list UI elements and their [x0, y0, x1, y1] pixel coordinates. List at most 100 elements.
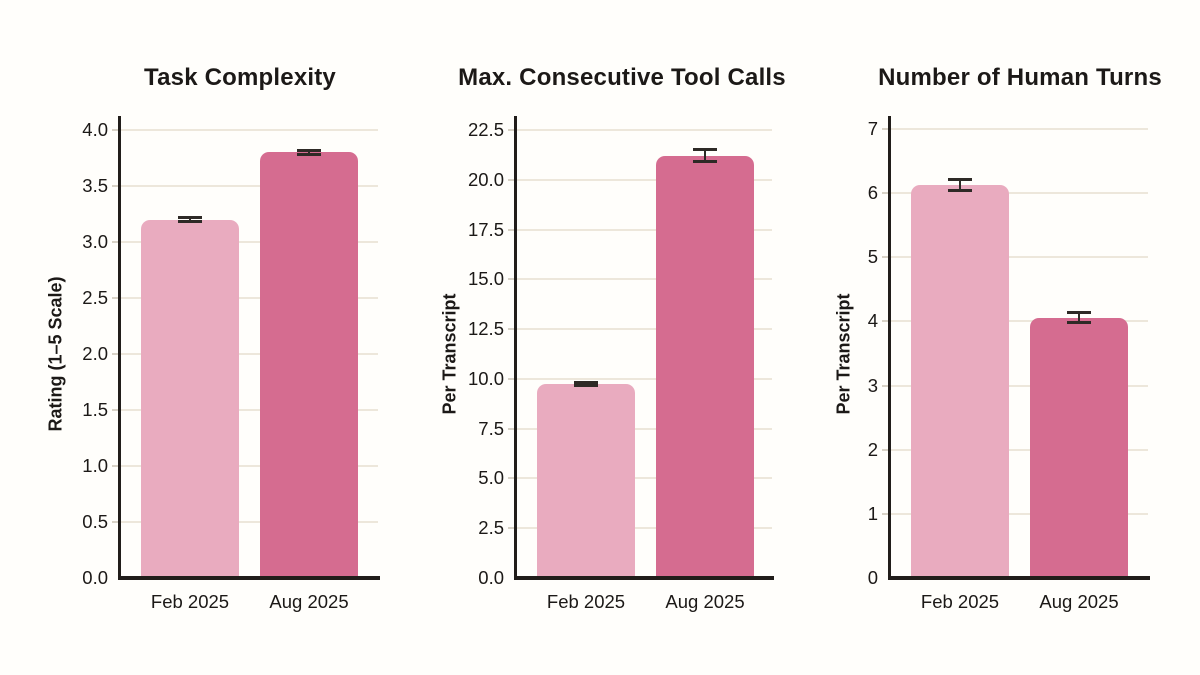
y-axis-line [118, 116, 121, 580]
chart-title-number-of-human-turns: Number of Human Turns [878, 64, 1162, 91]
gridline [120, 241, 378, 243]
y-axis-line [888, 116, 891, 580]
y-tick [882, 512, 890, 515]
y-tick-label: 2.5 [478, 517, 504, 539]
gridline [890, 128, 1148, 130]
x-axis-line [888, 576, 1150, 580]
y-tick [882, 192, 890, 195]
x-axis-line [514, 576, 774, 580]
gridline [516, 278, 772, 281]
chart-title-task-complexity: Task Complexity [144, 64, 336, 91]
y-axis-line [514, 116, 517, 580]
y-tick-label: 2.0 [82, 343, 108, 364]
gridline [890, 448, 1148, 451]
y-tick-label: 0.0 [82, 567, 108, 588]
gridline [516, 328, 772, 331]
y-tick-label: 3.5 [82, 175, 108, 196]
y-tick [112, 465, 120, 467]
gridline [516, 228, 772, 231]
error-bar [1078, 312, 1080, 323]
error-bar-cap-top [1067, 310, 1091, 314]
error-bar [959, 179, 961, 191]
gridline [516, 377, 772, 380]
y-tick-label: 0.5 [82, 511, 108, 532]
gridline [516, 477, 772, 480]
y-tick [508, 278, 516, 281]
y-tick [882, 320, 890, 323]
y-tick [508, 527, 516, 530]
error-bar-cap-bottom [178, 220, 202, 224]
error-bar-cap-top [297, 148, 321, 152]
error-bar-cap-bottom [693, 160, 717, 164]
gridline [516, 527, 772, 530]
y-tick [112, 297, 120, 299]
y-tick [508, 477, 516, 480]
error-bar-cap-top [178, 215, 202, 219]
y-tick-label: 0.0 [478, 567, 504, 588]
y-tick [112, 185, 120, 187]
y-tick-label: 3.0 [82, 231, 108, 252]
y-tick-label: 1.5 [82, 399, 108, 420]
error-bar [585, 382, 587, 386]
y-tick-label: 20.0 [467, 168, 504, 190]
y-tick-label: 12.5 [467, 318, 504, 340]
gridline [120, 465, 378, 467]
gridline [516, 427, 772, 430]
y-axis-label-per-transcript: Per Transcript [439, 293, 460, 415]
y-tick-label: 4.0 [82, 119, 108, 140]
y-tick-label: 10.0 [467, 367, 504, 389]
y-tick-label: 0 [867, 567, 878, 588]
error-bar [189, 217, 191, 222]
y-tick [508, 427, 516, 430]
bar-aug-2025 [260, 152, 358, 578]
error-bar [308, 150, 310, 155]
error-bar-cap-top [693, 148, 717, 152]
gridline [120, 297, 378, 299]
gridline [120, 521, 378, 523]
bar-feb-2025 [537, 383, 635, 578]
y-tick-label: 3 [867, 374, 878, 396]
chart-title-max-consecutive-tool-calls: Max. Consecutive Tool Calls [458, 64, 786, 91]
gridline [890, 320, 1148, 323]
y-tick-label: 5 [867, 246, 878, 268]
y-tick [112, 241, 120, 243]
gridline [890, 256, 1148, 259]
x-tick-label-feb-2025: Feb 2025 [150, 591, 230, 612]
y-tick-label: 1 [867, 502, 878, 524]
error-bar-cap-bottom [948, 189, 972, 193]
y-tick [508, 129, 516, 131]
bar-aug-2025 [1030, 317, 1128, 578]
y-tick [882, 448, 890, 451]
y-tick-label: 22.5 [467, 119, 504, 140]
error-bar-cap-bottom [297, 153, 321, 157]
x-tick-label-aug-2025: Aug 2025 [1039, 591, 1119, 612]
bar-aug-2025 [656, 155, 754, 578]
y-tick-label: 1.0 [82, 455, 108, 476]
y-tick [112, 129, 120, 131]
y-tick [882, 128, 890, 130]
y-tick [112, 409, 120, 411]
gridline [516, 178, 772, 181]
gridline [890, 512, 1148, 515]
y-tick-label: 2.5 [82, 287, 108, 308]
x-tick-label-aug-2025: Aug 2025 [269, 591, 349, 612]
error-bar-cap-top [948, 177, 972, 181]
y-tick-label: 2 [867, 438, 878, 460]
gridline [120, 129, 378, 131]
y-tick [508, 178, 516, 181]
y-tick-label: 6 [867, 182, 878, 204]
y-tick [882, 256, 890, 259]
gridline [120, 185, 378, 187]
gridline [120, 353, 378, 355]
gridline [890, 384, 1148, 387]
y-tick-label: 7 [867, 118, 878, 139]
gridline [516, 129, 772, 131]
y-tick-label: 15.0 [467, 268, 504, 290]
y-tick [508, 377, 516, 380]
gridline [120, 409, 378, 411]
error-bar-cap-bottom [1067, 321, 1091, 325]
x-axis-line [118, 576, 380, 580]
bar-feb-2025 [911, 184, 1009, 578]
error-bar-cap-bottom [574, 383, 598, 387]
